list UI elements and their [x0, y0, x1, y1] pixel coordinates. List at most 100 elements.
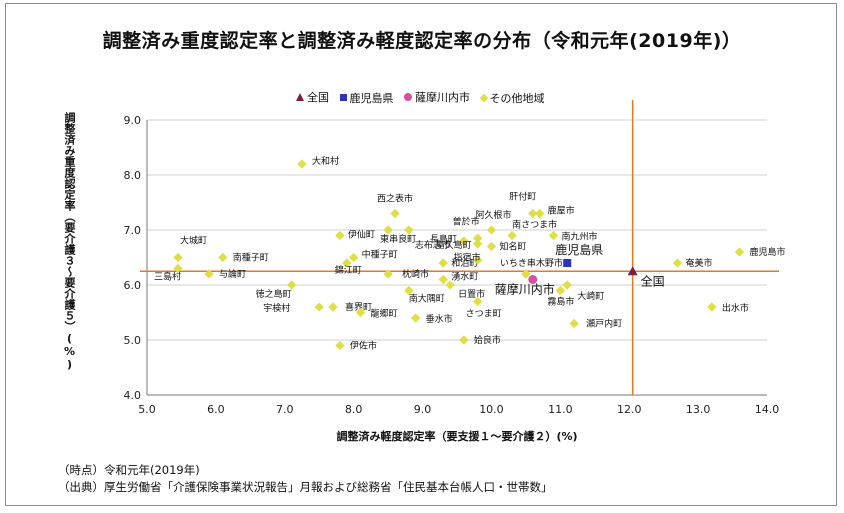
point-label: 指宿市	[454, 251, 481, 263]
data-point-diamond	[383, 269, 393, 279]
point-label: さつま町	[466, 309, 502, 320]
point-label: 霧島市	[547, 296, 574, 308]
data-point-diamond	[342, 258, 352, 268]
data-point-diamond	[486, 241, 497, 252]
point-label: 中種子町	[362, 249, 398, 261]
data-point-diamond	[355, 307, 366, 318]
data-point-diamond	[507, 230, 517, 241]
point-label: 宇検村	[263, 302, 290, 314]
point-label: 鹿屋市	[548, 205, 575, 217]
square-marker-icon	[339, 94, 347, 101]
data-point-diamond	[459, 335, 469, 345]
data-point-diamond	[438, 274, 448, 285]
point-label: 垂水市	[426, 313, 453, 325]
data-point-diamond	[410, 313, 421, 323]
data-point-diamond	[707, 302, 717, 312]
point-label: 与論町	[219, 268, 246, 280]
point-label: 奄美市	[685, 257, 712, 269]
data-point-diamond	[569, 318, 579, 329]
x-tick-label: 8.0	[345, 403, 363, 416]
point-label: 伊仙町	[348, 229, 375, 241]
x-tick-label: 5.0	[138, 403, 156, 416]
point-label: 大崎町	[577, 290, 604, 302]
point-label: 東串良町	[380, 233, 416, 245]
data-point-diamond	[472, 255, 483, 265]
point-label: 大和村	[312, 155, 339, 167]
point-label: 和泊町	[451, 258, 478, 269]
x-tick-label: 11.0	[548, 403, 573, 416]
point-label: 日置市	[458, 288, 485, 300]
data-point-diamond	[348, 252, 359, 263]
point-label: 知名町	[499, 241, 526, 253]
data-point-diamond	[486, 225, 497, 235]
point-label: 南大隅町	[409, 293, 445, 305]
point-label: 伊佐市	[350, 340, 377, 352]
point-label: 出水市	[722, 302, 749, 314]
legend-item-city: 薩摩川内市	[404, 89, 470, 105]
point-label: 枕崎市	[402, 268, 429, 280]
y-tick-label: 5.0	[124, 334, 142, 347]
triangle-marker-icon	[296, 93, 304, 101]
data-point-diamond	[438, 258, 448, 268]
point-label: 鹿児島市	[749, 246, 785, 258]
x-tick-label: 14.0	[755, 403, 780, 416]
time-note: （時点）令和元年(2019年)	[58, 463, 200, 477]
data-point-diamond	[672, 258, 683, 268]
point-label: 三島村	[154, 271, 181, 283]
x-tick-label: 10.0	[479, 403, 504, 416]
point-label: 南種子町	[233, 252, 269, 264]
legend-item-national: 全国	[296, 89, 329, 105]
data-point-diamond	[404, 285, 414, 296]
point-label: 曽於市	[453, 215, 480, 227]
highlight-point-label: 全国	[641, 273, 665, 288]
y-tick-label: 6.0	[124, 279, 142, 292]
data-point-diamond	[562, 280, 572, 290]
point-label: 喜界町	[345, 301, 372, 313]
data-point-diamond	[390, 208, 400, 219]
legend-item-other: その他地域	[479, 90, 545, 106]
chart-legend: 全国 鹿児島県 薩摩川内市 その他地域	[296, 89, 552, 106]
point-label: 瀬戸内町	[586, 318, 622, 330]
point-label: 錦江町	[335, 264, 362, 276]
data-point-diamond	[472, 233, 483, 243]
data-point-diamond	[445, 280, 455, 290]
chart-notes: （時点）令和元年(2019年) （出典）厚生労働省「介護保険事業状況報告」月報お…	[58, 462, 553, 496]
x-tick-label: 7.0	[276, 403, 294, 416]
x-tick-label: 9.0	[414, 403, 432, 416]
data-point-diamond	[528, 208, 538, 219]
point-label: 肝付町	[509, 192, 536, 203]
x-tick-label: 6.0	[207, 403, 225, 416]
y-tick-label: 7.0	[124, 224, 142, 237]
point-label: 龍郷町	[371, 308, 398, 320]
data-point-diamond	[734, 247, 745, 257]
source-note: （出典）厚生労働省「介護保険事業状況報告」月報および総務省「住民基本台帳人口・世…	[58, 480, 553, 494]
y-tick-label: 4.0	[124, 389, 142, 402]
data-point-diamond	[383, 225, 393, 235]
circle-marker-icon	[404, 93, 412, 101]
data-point-diamond	[173, 263, 183, 274]
chart-frame	[5, 3, 837, 506]
highlight-point-label: 薩摩川内市	[495, 282, 555, 297]
point-label: 南さつま市	[512, 219, 557, 231]
legend-item-prefecture: 鹿児島県	[339, 90, 394, 106]
data-point-diamond	[173, 252, 183, 263]
data-point-diamond	[297, 159, 307, 169]
data-point-diamond	[335, 230, 345, 241]
data-point-diamond	[472, 239, 483, 249]
point-label: 長島町	[430, 233, 457, 245]
y-axis-title: 調整済み重度認定率（要介護３～要介護５）(%)	[63, 112, 76, 371]
point-label: 南九州市	[561, 231, 597, 243]
data-point-diamond	[218, 252, 228, 263]
y-tick-label: 9.0	[124, 114, 142, 127]
point-label: 徳之島町	[256, 288, 292, 300]
point-label: 姶良市	[474, 334, 501, 346]
data-point-diamond	[555, 285, 566, 296]
data-point-diamond	[204, 269, 214, 279]
data-point-diamond	[548, 230, 559, 241]
data-point-diamond	[314, 302, 324, 312]
data-point-diamond	[472, 296, 483, 307]
point-label: 屋久島町	[436, 239, 472, 251]
x-tick-label: 12.0	[617, 403, 642, 416]
x-axis-title: 調整済み軽度認定率（要支援１～要介護２）(%)	[336, 430, 578, 443]
